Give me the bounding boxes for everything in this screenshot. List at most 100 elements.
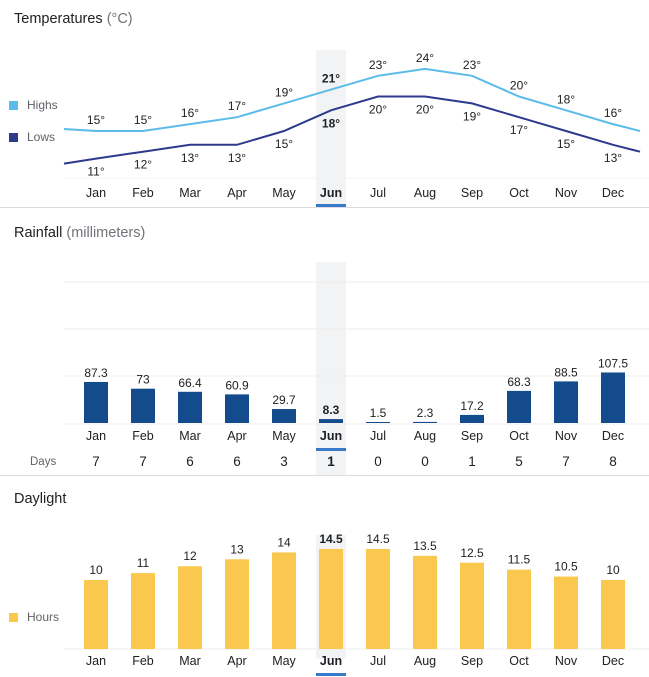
selected-month-underline bbox=[316, 204, 346, 207]
month-label-dec[interactable]: Dec bbox=[602, 186, 624, 200]
rain-bar-feb bbox=[131, 388, 155, 423]
daylight-value-jul: 14.5 bbox=[366, 532, 390, 546]
month-label-oct[interactable]: Oct bbox=[509, 654, 529, 668]
rain-days-dec: 8 bbox=[609, 454, 617, 469]
month-label-oct[interactable]: Oct bbox=[509, 429, 529, 443]
daylight-value-may: 14 bbox=[277, 535, 291, 549]
high-label-nov: 18° bbox=[557, 92, 575, 106]
month-label-may[interactable]: May bbox=[272, 429, 296, 443]
high-label-mar: 16° bbox=[181, 106, 199, 120]
month-label-may[interactable]: May bbox=[272, 654, 296, 668]
month-label-aug[interactable]: Aug bbox=[414, 429, 436, 443]
lows-line bbox=[63, 95, 641, 165]
month-label-feb[interactable]: Feb bbox=[132, 186, 154, 200]
rain-value-dec: 107.5 bbox=[598, 356, 628, 370]
rain-value-jul: 1.5 bbox=[370, 406, 387, 420]
low-label-oct: 17° bbox=[510, 123, 528, 137]
month-label-jul[interactable]: Jul bbox=[370, 654, 386, 668]
rain-days-mar: 6 bbox=[186, 454, 194, 469]
temperatures-unit: (°C) bbox=[106, 11, 133, 27]
high-label-jun: 21° bbox=[322, 72, 340, 86]
rain-days-may: 3 bbox=[280, 454, 288, 469]
month-label-jan[interactable]: Jan bbox=[86, 429, 106, 443]
daylight-bar-nov bbox=[554, 576, 578, 649]
month-label-mar[interactable]: Mar bbox=[179, 654, 201, 668]
month-label-jul[interactable]: Jul bbox=[370, 186, 386, 200]
month-label-mar[interactable]: Mar bbox=[179, 186, 201, 200]
daylight-value-aug: 13.5 bbox=[413, 539, 437, 553]
month-label-sep[interactable]: Sep bbox=[461, 654, 483, 668]
rain-days-jul: 0 bbox=[374, 454, 382, 469]
month-label-jan[interactable]: Jan bbox=[86, 654, 106, 668]
days-label: Days bbox=[30, 456, 56, 468]
daylight-value-apr: 13 bbox=[230, 542, 244, 556]
daylight-value-dec: 10 bbox=[606, 563, 620, 577]
selected-month-highlight bbox=[316, 262, 346, 475]
month-label-apr[interactable]: Apr bbox=[227, 429, 246, 443]
month-label-nov[interactable]: Nov bbox=[555, 186, 578, 200]
daylight-value-nov: 10.5 bbox=[554, 560, 578, 574]
rain-days-feb: 7 bbox=[139, 454, 147, 469]
rain-value-feb: 73 bbox=[136, 373, 150, 387]
daylight-bar-aug bbox=[413, 555, 437, 649]
rain-bar-oct bbox=[507, 390, 531, 423]
month-label-may[interactable]: May bbox=[272, 186, 296, 200]
month-label-sep[interactable]: Sep bbox=[461, 186, 483, 200]
low-label-mar: 13° bbox=[181, 151, 199, 165]
rain-days-nov: 7 bbox=[562, 454, 570, 469]
daylight-value-sep: 12.5 bbox=[460, 546, 484, 560]
temperatures-title-text: Temperatures bbox=[14, 11, 103, 27]
rain-bar-jul bbox=[366, 422, 390, 423]
low-label-apr: 13° bbox=[228, 151, 246, 165]
selected-month-highlight bbox=[316, 50, 346, 207]
month-label-aug[interactable]: Aug bbox=[414, 654, 436, 668]
low-label-feb: 12° bbox=[134, 158, 152, 172]
daylight-title: Daylight bbox=[14, 491, 66, 507]
rain-days-jun: 1 bbox=[327, 454, 335, 469]
month-label-dec[interactable]: Dec bbox=[602, 654, 624, 668]
legend-hours: Hours bbox=[9, 610, 59, 624]
legend-hours-label: Hours bbox=[27, 610, 60, 624]
rain-days-sep: 1 bbox=[468, 454, 476, 469]
month-label-jun[interactable]: Jun bbox=[320, 654, 342, 668]
rainfall-unit: (millimeters) bbox=[66, 225, 146, 241]
daylight-bar-sep bbox=[460, 562, 484, 649]
daylight-bar-dec bbox=[601, 580, 625, 649]
month-label-feb[interactable]: Feb bbox=[132, 429, 154, 443]
divider bbox=[0, 207, 649, 208]
rain-value-oct: 68.3 bbox=[507, 375, 531, 389]
month-label-nov[interactable]: Nov bbox=[555, 654, 578, 668]
month-label-nov[interactable]: Nov bbox=[555, 429, 578, 443]
high-label-apr: 17° bbox=[228, 99, 246, 113]
rainfall-title: Rainfall (millimeters) bbox=[14, 225, 145, 241]
month-label-aug[interactable]: Aug bbox=[414, 186, 436, 200]
month-label-mar[interactable]: Mar bbox=[179, 429, 201, 443]
rain-value-nov: 88.5 bbox=[554, 365, 578, 379]
rain-value-may: 29.7 bbox=[272, 393, 296, 407]
high-label-oct: 20° bbox=[510, 79, 528, 93]
month-label-oct[interactable]: Oct bbox=[509, 186, 529, 200]
rain-bar-mar bbox=[178, 391, 202, 423]
selected-month-underline bbox=[316, 673, 346, 676]
low-label-nov: 15° bbox=[557, 137, 575, 151]
daylight-bar-oct bbox=[507, 569, 531, 649]
month-label-jun[interactable]: Jun bbox=[320, 429, 342, 443]
low-label-jan: 11° bbox=[87, 165, 104, 179]
daylight-bar-feb bbox=[131, 573, 155, 649]
rain-value-mar: 66.4 bbox=[178, 376, 202, 390]
month-label-feb[interactable]: Feb bbox=[132, 654, 154, 668]
month-label-apr[interactable]: Apr bbox=[227, 186, 246, 200]
low-label-dec: 13° bbox=[604, 151, 622, 165]
rain-days-jan: 7 bbox=[92, 454, 100, 469]
month-label-dec[interactable]: Dec bbox=[602, 429, 624, 443]
month-label-apr[interactable]: Apr bbox=[227, 654, 246, 668]
highs-swatch bbox=[9, 100, 18, 110]
month-label-jun[interactable]: Jun bbox=[320, 186, 342, 200]
month-label-jan[interactable]: Jan bbox=[86, 186, 106, 200]
month-label-jul[interactable]: Jul bbox=[370, 429, 386, 443]
divider bbox=[0, 475, 649, 476]
month-label-sep[interactable]: Sep bbox=[461, 429, 483, 443]
lows-swatch bbox=[9, 132, 18, 142]
legend-lows-label: Lows bbox=[27, 130, 56, 144]
